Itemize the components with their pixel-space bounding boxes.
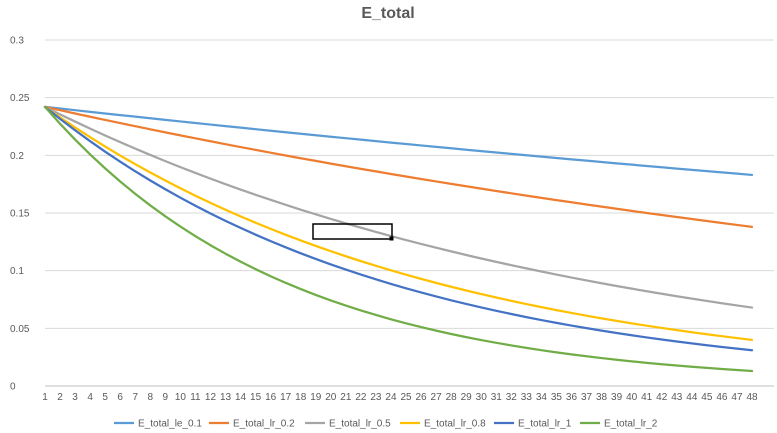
series-line-1: [43, 105, 754, 228]
x-tick-label: 6: [117, 392, 123, 403]
x-tick-label: 22: [355, 392, 367, 403]
y-tick-label: 0.15: [10, 209, 30, 220]
x-tick-label: 8: [148, 392, 154, 403]
x-tick-label: 40: [626, 392, 638, 403]
x-axis: 1 2 3 4 5 6 7 8 9 10 11 12 13 14 15 16 17 18 19 20 21 22 23 24 2…: [42, 392, 758, 403]
x-tick-label: 43: [671, 392, 683, 403]
x-tick-label: 47: [731, 392, 743, 403]
legend: E_total_le_0.1 E_total_lr_0.2 E_total_lr_0…: [114, 419, 658, 430]
series-line-2: [43, 105, 754, 309]
x-tick-label: 15: [250, 392, 262, 403]
x-tick-label: 4: [87, 392, 93, 403]
x-tick-label: 39: [611, 392, 623, 403]
x-tick-label: 41: [641, 392, 653, 403]
x-tick-label: 20: [325, 392, 337, 403]
x-tick-label: 11: [190, 392, 201, 403]
x-tick-label: 1: [42, 392, 48, 403]
x-tick-label: 27: [431, 392, 443, 403]
chart-title: E_total: [361, 5, 414, 22]
x-tick-label: 32: [506, 392, 518, 403]
x-tick-label: 5: [102, 392, 108, 403]
x-tick-label: 3: [72, 392, 78, 403]
y-tick-label: 0.2: [10, 151, 24, 162]
y-tick-label: 0: [10, 382, 16, 393]
x-tick-label: 18: [295, 392, 307, 403]
gridlines: [45, 39, 774, 387]
y-tick-label: 0.25: [10, 93, 30, 104]
series-line-3: [43, 105, 754, 341]
x-tick-label: 33: [521, 392, 533, 403]
x-tick-label: 21: [340, 392, 352, 403]
x-tick-label: 23: [370, 392, 382, 403]
legend-label: E_total_lr_0.5: [329, 419, 391, 430]
x-tick-label: 17: [280, 392, 292, 403]
x-tick-label: 38: [596, 392, 608, 403]
x-tick-label: 26: [416, 392, 428, 403]
x-tick-label: 42: [656, 392, 668, 403]
x-tick-label: 30: [476, 392, 488, 403]
x-tick-label: 37: [581, 392, 593, 403]
x-tick-label: 14: [235, 392, 247, 403]
x-tick-label: 16: [265, 392, 277, 403]
x-tick-label: 48: [746, 392, 758, 403]
y-tick-label: 0.1: [10, 266, 24, 277]
x-tick-label: 31: [491, 392, 503, 403]
x-tick-label: 25: [400, 392, 412, 403]
x-tick-label: 19: [310, 392, 322, 403]
x-tick-label: 10: [175, 392, 187, 403]
x-tick-label: 34: [536, 392, 548, 403]
legend-label: E_total_lr_2: [604, 419, 658, 430]
resize-handle[interactable]: [389, 236, 394, 241]
annotation-box[interactable]: [312, 223, 393, 240]
x-tick-label: 9: [163, 392, 169, 403]
legend-label: E_total_lr_0.2: [233, 419, 295, 430]
y-axis: 0 0.05 0.1 0.15 0.2 0.25 0.3: [10, 36, 30, 393]
x-tick-label: 24: [385, 392, 397, 403]
x-tick-label: 35: [551, 392, 563, 403]
legend-label: E_total_le_0.1: [138, 419, 202, 430]
annotation: [312, 223, 394, 241]
x-tick-label: 13: [220, 392, 232, 403]
series-line-0: [43, 105, 754, 177]
x-tick-label: 46: [716, 392, 728, 403]
series-line-5: [43, 105, 754, 373]
legend-label: E_total_lr_1: [518, 419, 572, 430]
series-line-4: [43, 105, 754, 352]
x-tick-label: 44: [686, 392, 698, 403]
x-tick-label: 12: [205, 392, 217, 403]
x-tick-label: 2: [57, 392, 63, 403]
legend-label: E_total_lr_0.8: [424, 419, 486, 430]
series-lines: [43, 105, 754, 373]
y-tick-label: 0.05: [10, 324, 30, 335]
x-tick-label: 28: [446, 392, 458, 403]
y-tick-label: 0.3: [10, 36, 24, 47]
x-tick-label: 45: [701, 392, 713, 403]
x-tick-label: 7: [132, 392, 138, 403]
x-tick-label: 36: [566, 392, 578, 403]
x-tick-label: 29: [461, 392, 473, 403]
